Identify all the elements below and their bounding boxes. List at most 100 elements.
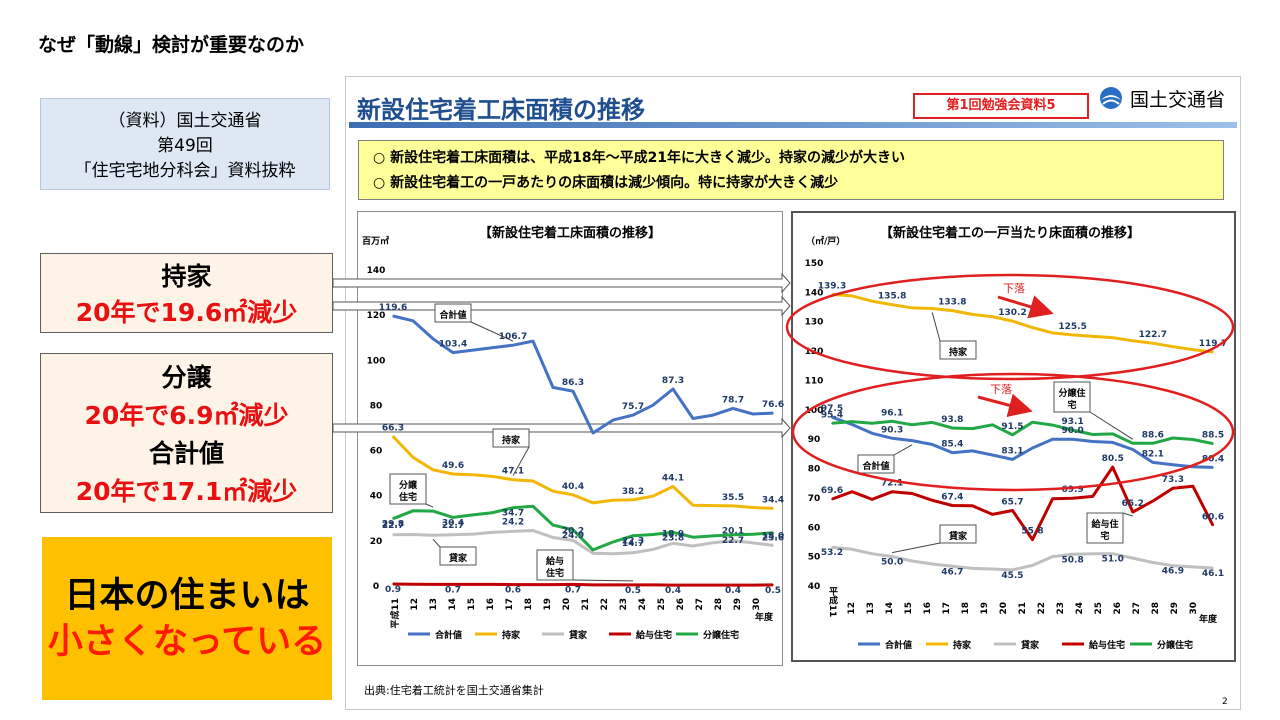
x-tick-label: 19 [980, 602, 990, 615]
data-point [732, 539, 734, 542]
data-point [752, 506, 754, 509]
annotation-label: 貸家 [949, 530, 968, 542]
document-title: 新設住宅着工床面積の推移 [357, 96, 645, 124]
legend-label: 持家 [502, 629, 521, 641]
y-tick-label: 140 [367, 266, 386, 276]
callout-label: 分譲 [161, 363, 212, 392]
data-label: 24.9 [562, 531, 584, 541]
data-point [712, 414, 714, 416]
data-label: 35.5 [722, 493, 744, 503]
data-label: 23.8 [662, 533, 684, 543]
data-label: 0.5 [765, 586, 781, 596]
data-point [672, 485, 674, 488]
data-point [1071, 429, 1074, 431]
y-tick-label: 110 [805, 376, 824, 386]
data-point [1071, 497, 1074, 500]
data-label: 45.5 [1001, 571, 1023, 581]
annotation-label: 分譲 [399, 479, 418, 491]
data-point [472, 473, 474, 476]
data-point [1091, 495, 1094, 498]
y-tick-label: 20 [370, 537, 383, 547]
data-point [632, 498, 634, 501]
x-tick-label: 19 [543, 598, 553, 611]
data-label: 88.6 [1142, 430, 1164, 440]
data-point [871, 432, 873, 435]
trend-note: 下落 [1003, 282, 1025, 295]
data-point [692, 536, 694, 539]
data-point [772, 507, 774, 510]
annotation-box [857, 454, 895, 474]
data-label: 83.1 [1001, 446, 1023, 456]
data-point [572, 494, 574, 496]
data-label: 67.4 [941, 493, 963, 503]
y-tick-label: 50 [808, 553, 821, 563]
data-point [612, 552, 614, 555]
annotation-label: 合計値 [439, 309, 466, 321]
x-tick-label: 12 [410, 598, 420, 611]
data-point [1131, 448, 1134, 451]
data-point [692, 417, 694, 420]
x-tick-label: 21 [581, 598, 591, 611]
data-point [891, 555, 893, 558]
y-tick-label: 90 [808, 435, 821, 445]
annotation-label: 持家 [502, 434, 521, 446]
data-label: 87.3 [662, 376, 684, 386]
data-label: 0.6 [505, 586, 521, 596]
data-label: 0.7 [565, 585, 581, 595]
data-point [732, 584, 734, 586]
series-line-1 [391, 435, 774, 510]
data-point [552, 524, 554, 526]
data-point [652, 548, 654, 551]
data-point [432, 338, 434, 340]
annotation-leader [1122, 512, 1133, 517]
data-point [1051, 424, 1054, 426]
data-point [492, 583, 494, 586]
connector-arrows [332, 272, 791, 439]
data-point [1131, 340, 1134, 342]
annotation-leader [432, 538, 441, 548]
data-point [911, 560, 914, 562]
data-label: 91.5 [1001, 422, 1023, 432]
data-label: 96.1 [881, 408, 903, 418]
x-tick-label: 14 [885, 602, 895, 615]
data-point [432, 583, 434, 586]
data-point [592, 549, 594, 551]
x-tick-label: 22 [1037, 602, 1047, 615]
callout-label: 持家 [161, 262, 212, 291]
data-label: 55.8 [1021, 527, 1043, 537]
y-tick-label: 120 [367, 311, 386, 321]
data-point [452, 533, 454, 536]
data-point [951, 504, 954, 507]
series-line-2 [831, 545, 1214, 572]
data-label: 90.0 [1062, 426, 1084, 436]
data-point [951, 565, 954, 568]
data-point [752, 584, 754, 586]
data-point [851, 295, 853, 297]
data-point [432, 510, 434, 512]
summary-line: ○ 新設住宅着工床面積は、平成18年～平成21年に大きく減少。持家の減少が大きい [373, 150, 906, 166]
annotation-label: 住宅 [399, 491, 417, 503]
data-label: 139.3 [818, 281, 846, 291]
data-point [1212, 442, 1214, 445]
data-label: 60.6 [1202, 513, 1224, 523]
callout-label: 合計値 [148, 439, 224, 468]
data-label: 130.2 [998, 308, 1026, 318]
series-line-0 [831, 415, 1214, 469]
x-tick-label: 17 [942, 602, 952, 615]
data-point [1131, 557, 1134, 559]
data-point [1192, 438, 1194, 441]
data-point [1152, 500, 1154, 502]
data-point [572, 539, 574, 542]
data-point [991, 568, 994, 570]
data-point [931, 307, 934, 310]
data-point [1152, 442, 1154, 445]
slide-title: なぜ「動線」検討が重要なのか [38, 34, 305, 56]
annotation-label: 給与住 [1091, 518, 1118, 530]
data-point [772, 412, 774, 414]
x-tick-label: 18 [961, 602, 971, 615]
data-label: 122.7 [1139, 330, 1167, 340]
data-point [652, 533, 654, 536]
total-trend-highlight [791, 372, 1235, 492]
annotation-label: 分譲住 [1058, 387, 1085, 399]
data-point [672, 531, 674, 534]
